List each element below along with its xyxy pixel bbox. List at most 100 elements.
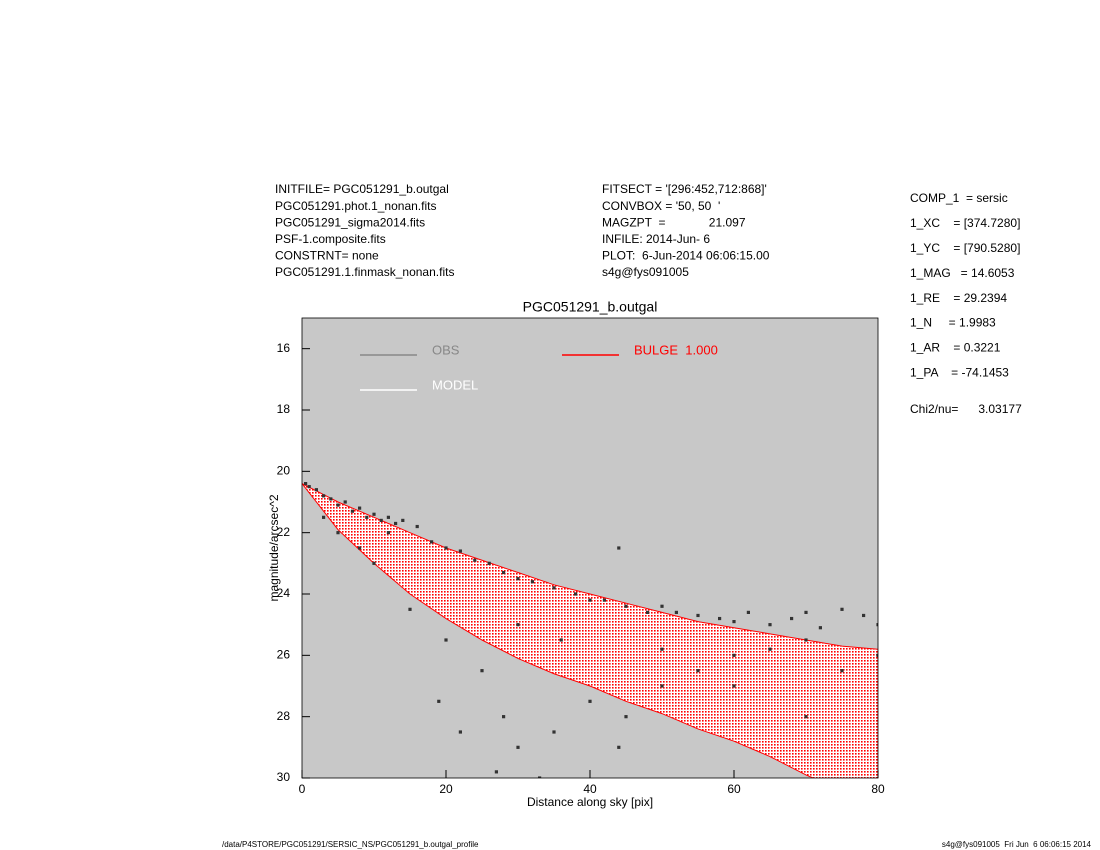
obs-point: [696, 669, 700, 673]
obs-point: [358, 506, 362, 510]
obs-point: [430, 540, 434, 544]
obs-point: [876, 623, 878, 627]
y-tick-label: 18: [277, 402, 291, 416]
footer-left: /data/P4STORE/PGC051291/SERSIC_NS/PGC051…: [222, 840, 479, 849]
obs-point: [732, 653, 736, 657]
header-text: PSF-1.composite.fits: [275, 232, 386, 246]
obs-point: [336, 531, 340, 535]
obs-point: [480, 669, 484, 673]
obs-point: [314, 488, 318, 492]
obs-point: [304, 482, 308, 486]
legend-label: MODEL: [432, 377, 478, 392]
obs-point: [718, 616, 722, 621]
obs-point: [444, 638, 448, 642]
fit-parameter: 1_N = 1.9983: [910, 316, 996, 330]
obs-point: [458, 730, 462, 734]
obs-point: [804, 610, 808, 614]
obs-point: [552, 730, 556, 734]
x-tick-label: 40: [583, 782, 597, 796]
header-text: INFILE: 2014-Jun- 6: [602, 232, 710, 246]
fit-parameter: 1_RE = 29.2394: [910, 291, 1007, 305]
obs-point: [516, 623, 520, 627]
obs-point: [768, 623, 772, 627]
obs-point: [588, 699, 592, 703]
header-text: s4g@fys091005: [602, 265, 689, 279]
x-tick-label: 60: [727, 782, 741, 796]
obs-point: [487, 561, 491, 565]
obs-point: [473, 558, 477, 562]
obs-point: [617, 745, 621, 749]
header-text: PGC051291.phot.1_nonan.fits: [275, 199, 436, 213]
obs-point: [415, 524, 419, 529]
header-text: INITFILE= PGC051291_b.outgal: [275, 182, 449, 196]
obs-point: [538, 776, 542, 778]
y-tick-label: 26: [277, 648, 291, 662]
obs-point: [458, 549, 462, 553]
obs-point: [444, 546, 448, 550]
footer-right: s4g@fys091005 Fri Jun 6 06:06:15 2014: [942, 840, 1092, 849]
obs-point: [876, 653, 878, 657]
obs-point: [746, 610, 750, 614]
y-tick-label: 16: [277, 341, 291, 355]
obs-point: [588, 598, 592, 602]
obs-point: [840, 669, 844, 673]
y-tick-label: 28: [277, 709, 291, 723]
model-band: [302, 483, 878, 778]
obs-point: [372, 512, 376, 516]
obs-point: [804, 638, 808, 642]
header-text: CONSTRNT= none: [275, 249, 379, 263]
obs-point: [559, 638, 563, 642]
obs-point: [386, 515, 390, 519]
obs-point: [732, 620, 736, 624]
obs-point: [674, 610, 678, 614]
obs-point: [646, 610, 650, 614]
obs-point: [408, 607, 412, 611]
obs-point: [336, 503, 340, 507]
obs-point: [790, 616, 794, 621]
y-tick-label: 20: [277, 464, 291, 478]
obs-point: [862, 613, 866, 618]
header-text: MAGZPT = 21.097: [602, 215, 746, 229]
x-tick-label: 80: [871, 782, 885, 796]
obs-point: [437, 699, 441, 703]
obs-point: [840, 607, 844, 611]
obs-point: [660, 604, 664, 608]
header-text: CONVBOX = '50, 50 ': [602, 199, 720, 213]
obs-point: [530, 580, 534, 584]
x-tick-label: 0: [299, 782, 306, 796]
y-tick-label: 22: [277, 525, 291, 539]
obs-point: [350, 509, 354, 513]
obs-point: [379, 518, 383, 522]
obs-point: [818, 626, 822, 630]
obs-point: [322, 515, 326, 519]
obs-point: [516, 577, 520, 581]
fit-parameter: 1_PA = -74.1453: [910, 365, 1009, 379]
obs-point: [365, 515, 369, 519]
chi2: Chi2/nu= 3.03177: [910, 402, 1022, 416]
header-text: FITSECT = '[296:452,712:868]': [602, 182, 767, 196]
obs-point: [696, 613, 700, 618]
obs-point: [502, 570, 506, 575]
fit-parameter: 1_AR = 0.3221: [910, 341, 1001, 355]
obs-point: [322, 494, 326, 498]
fit-parameter: COMP_1 = sersic: [910, 191, 1008, 205]
obs-point: [516, 745, 520, 749]
y-tick-label: 24: [277, 586, 291, 600]
obs-point: [660, 684, 664, 688]
header-text: PGC051291_sigma2014.fits: [275, 215, 425, 229]
obs-point: [307, 485, 311, 489]
obs-point: [768, 647, 772, 651]
obs-point: [660, 647, 664, 651]
plot-content: [302, 482, 878, 778]
obs-point: [624, 715, 628, 719]
x-axis-label: Distance along sky [pix]: [527, 795, 653, 809]
obs-point: [502, 715, 506, 719]
header-text: PLOT: 6-Jun-2014 06:06:15.00: [602, 249, 770, 263]
fit-parameter: 1_MAG = 14.6053: [910, 266, 1015, 280]
y-axis-label: magnitude/arcsec^2: [267, 494, 281, 601]
chart-title: PGC051291_b.outgal: [523, 299, 658, 315]
obs-point: [574, 592, 578, 596]
obs-point: [394, 521, 398, 526]
obs-point: [358, 546, 362, 550]
obs-point: [602, 598, 606, 602]
